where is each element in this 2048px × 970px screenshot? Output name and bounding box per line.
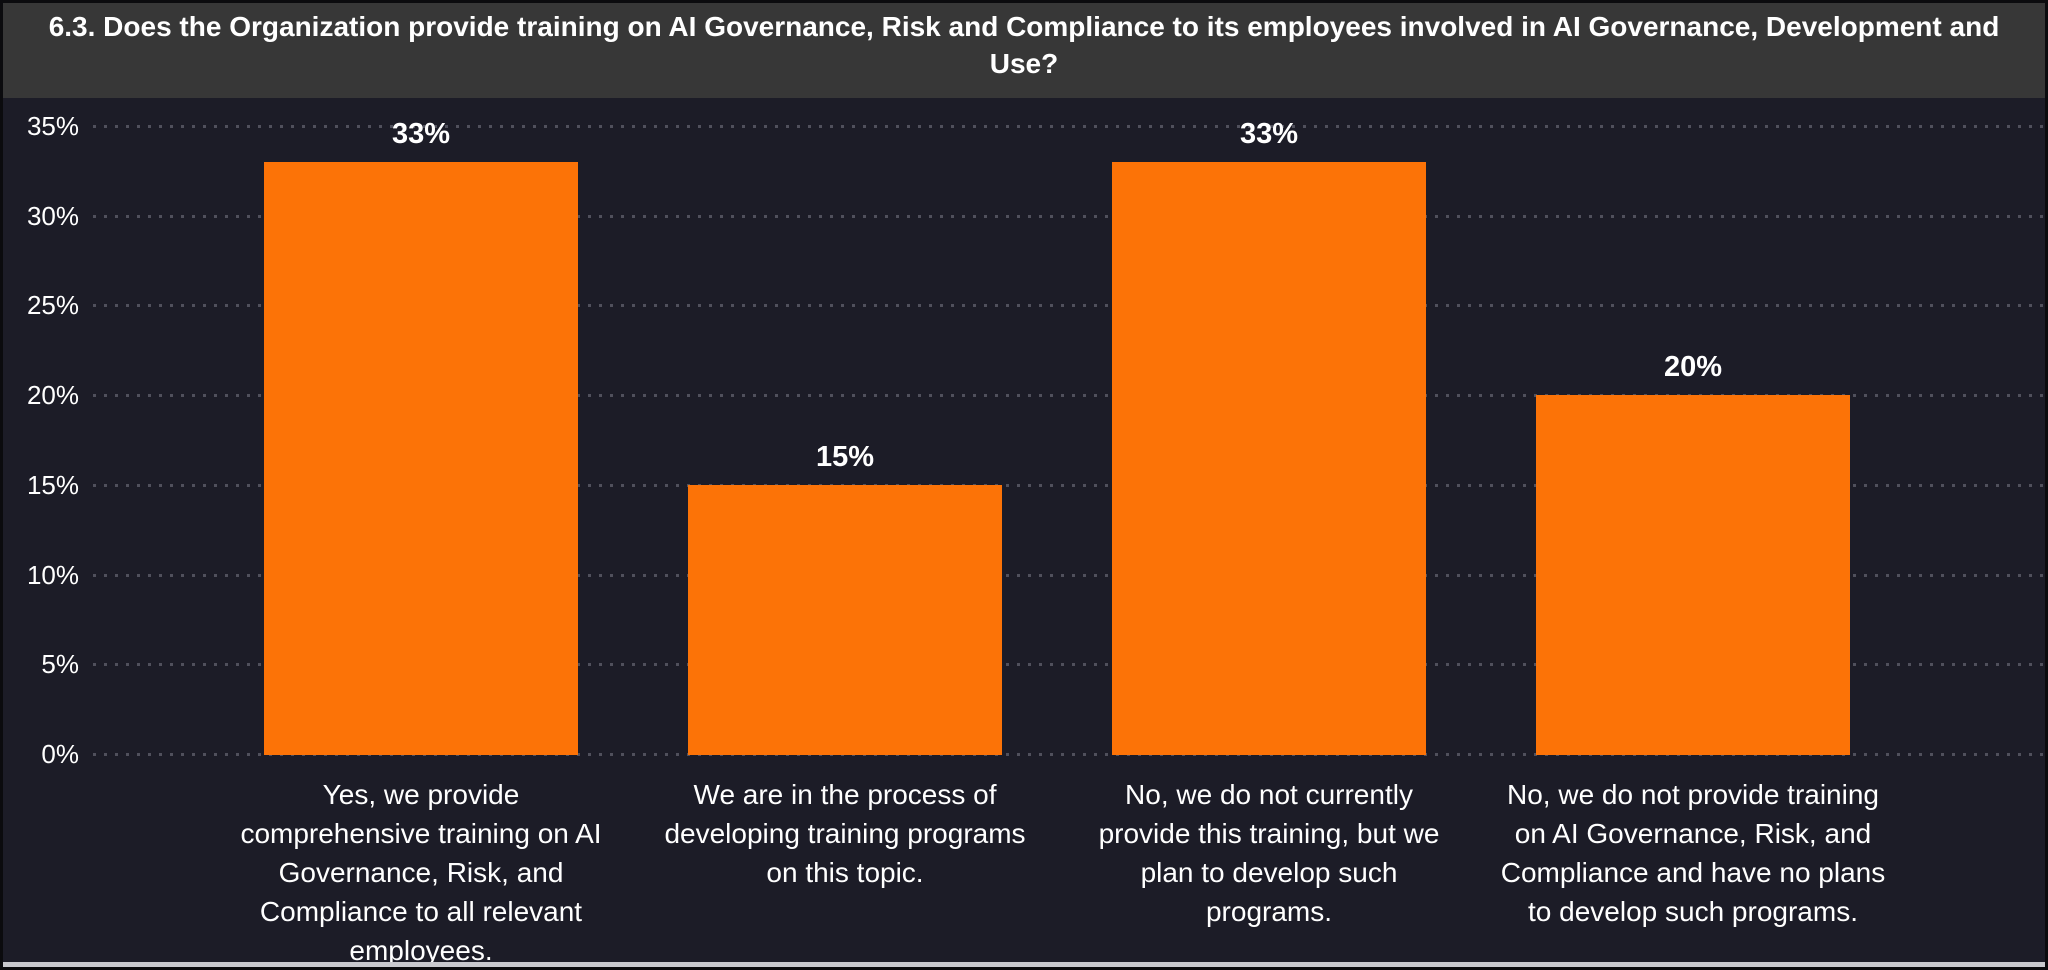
bar-value-label: 33% <box>1239 117 1299 150</box>
gridline-20% <box>93 394 2045 398</box>
y-axis-tick-label: 25% <box>26 290 79 321</box>
y-axis-tick-label: 20% <box>26 380 79 411</box>
y-axis-tick-label: 5% <box>41 649 79 680</box>
plot-area: 35% 30% 25% 20% 15% 10% 5% 0% 33% Yes, we provide… <box>3 3 2045 967</box>
bar-value-label: 15% <box>815 440 875 473</box>
y-axis-tick-label: 30% <box>26 200 79 231</box>
window-edge <box>3 962 2045 967</box>
y-axis-tick-label: 10% <box>26 559 79 590</box>
category-label: Yes, we provide comprehensive training o… <box>240 779 602 966</box>
y-axis-tick-label: 0% <box>41 739 79 769</box>
bar-value-label: 33% <box>391 117 451 150</box>
bar-3[interactable] <box>1112 161 1426 755</box>
y-axis-tick-label: 15% <box>26 469 79 500</box>
category-label: We are in the process of developing trai… <box>664 779 1026 888</box>
category-label: No, we do not provide training on AI Gov… <box>1500 779 1886 927</box>
y-axis-tick-label: 35% <box>26 111 79 141</box>
bar-4[interactable] <box>1536 395 1850 755</box>
chart-title: 6.3. Does the Organization provide train… <box>48 11 2000 79</box>
gridline-35% <box>93 125 2045 128</box>
gridline-15% <box>93 483 2045 487</box>
bar-2[interactable] <box>688 484 1002 755</box>
gridline-5% <box>93 663 2045 667</box>
gridline-25% <box>93 304 2045 308</box>
chart-title-bar: 6.3. Does the Organization provide train… <box>3 3 2045 98</box>
gridline-30% <box>93 214 2045 218</box>
bar-value-label: 20% <box>1663 351 1723 384</box>
bar-1[interactable] <box>264 161 578 755</box>
category-label: No, we do not currently provide this tra… <box>1098 779 1440 927</box>
gridline-0% <box>93 753 2045 756</box>
gridline-10% <box>93 573 2045 577</box>
